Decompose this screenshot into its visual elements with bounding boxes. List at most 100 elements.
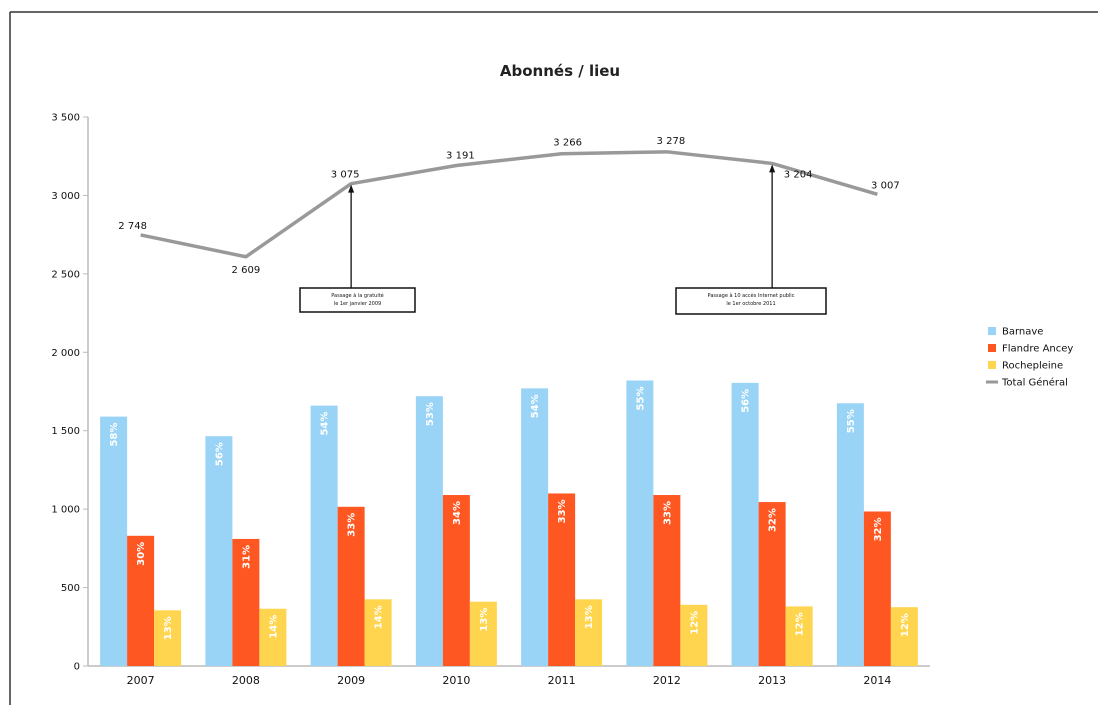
bar-data-label: 13% — [163, 616, 174, 640]
legend-item: Flandre Ancey — [988, 344, 1073, 355]
bar-data-label: 12% — [795, 612, 806, 636]
line-data-label: 3 204 — [784, 169, 813, 180]
bar-rochepleine — [154, 610, 182, 666]
line-data-label: 3 191 — [446, 150, 475, 161]
bar-flandre-ancey — [337, 506, 365, 666]
y-tick-label: 2 000 — [51, 348, 80, 359]
total-line — [140, 150, 878, 259]
bar-data-label: 13% — [479, 608, 490, 632]
annotation-text: Passage à la gratuité — [331, 292, 384, 299]
bar-data-label: 54% — [530, 394, 541, 418]
legend-label: Flandre Ancey — [1002, 344, 1073, 355]
bar-barnave — [731, 382, 759, 666]
chart-title: Abonnés / lieu — [500, 62, 620, 80]
bar-barnave — [836, 403, 864, 666]
bar-data-label: 55% — [635, 387, 646, 411]
x-tick-label: 2009 — [337, 674, 365, 687]
legend-swatch — [988, 344, 996, 352]
bar-rochepleine — [890, 607, 918, 666]
bar-rochepleine — [785, 606, 813, 666]
bar-data-label: 12% — [689, 611, 700, 635]
x-tick-label: 2013 — [758, 674, 786, 687]
x-tick-label: 2010 — [442, 674, 470, 687]
bar-rochepleine — [259, 608, 287, 666]
bar-data-label: 30% — [136, 542, 147, 566]
bar-flandre-ancey — [127, 535, 155, 666]
bar-data-label: 32% — [768, 508, 779, 532]
x-tick-label: 2012 — [653, 674, 681, 687]
bar-flandre-ancey — [442, 495, 470, 666]
legend-label: Barnave — [1002, 327, 1043, 338]
bar-rochepleine — [469, 601, 497, 666]
bar-data-label: 54% — [320, 412, 331, 436]
legend-swatch — [988, 327, 996, 335]
bar-barnave — [100, 416, 128, 666]
legend-swatch — [988, 361, 996, 369]
annotation-arrowhead — [769, 164, 776, 173]
y-tick-label: 3 500 — [51, 113, 80, 124]
annotation-box — [675, 287, 827, 315]
bar-data-label: 33% — [347, 513, 358, 537]
bar-data-label: 56% — [741, 389, 752, 413]
annotation-text: Passage à 10 accès Internet public — [708, 292, 795, 299]
bar-barnave — [521, 388, 549, 666]
bar-barnave — [415, 396, 443, 666]
annotation-box — [299, 287, 416, 313]
y-axis: 0 500 1 000 1 500 2 000 2 500 3 000 3 500 — [51, 113, 89, 673]
x-tick-label: 2014 — [863, 674, 891, 687]
bar-data-label: 56% — [214, 442, 225, 466]
line-data-label: 2 609 — [232, 265, 261, 276]
x-tick-label: 2011 — [548, 674, 576, 687]
legend-item: Total Général — [986, 377, 1068, 389]
y-tick-label: 500 — [61, 583, 80, 594]
bar-barnave — [205, 436, 233, 666]
bar-data-label: 55% — [846, 409, 857, 433]
legend-item: Barnave — [988, 327, 1043, 338]
bar-data-label: 33% — [662, 501, 673, 525]
bar-barnave — [310, 405, 338, 666]
y-tick-label: 1 500 — [51, 426, 80, 437]
bar-flandre-ancey — [863, 511, 891, 666]
bar-data-label: 12% — [900, 613, 911, 637]
annotation-arrowhead — [348, 184, 355, 193]
y-tick-label: 2 500 — [51, 269, 80, 280]
bar-data-label: 33% — [557, 499, 568, 523]
x-tick-label: 2007 — [127, 674, 155, 687]
bar-data-label: 32% — [873, 517, 884, 541]
legend: Barnave Flandre Ancey Rochepleine Total Gén… — [986, 327, 1073, 389]
line-data-label: 3 266 — [553, 138, 582, 149]
bar-flandre-ancey — [758, 502, 786, 666]
bar-flandre-ancey — [548, 493, 576, 666]
bar-data-label: 34% — [452, 501, 463, 525]
line-data-label: 3 075 — [331, 170, 360, 181]
x-tick-label: 2008 — [232, 674, 260, 687]
bar-data-label: 58% — [109, 423, 120, 447]
bar-rochepleine — [680, 604, 708, 666]
annotations: Passage à la gratuité le 1er janvier 2009… — [299, 164, 827, 315]
annotation-callout: Passage à 10 accès Internet public le 1er… — [675, 164, 827, 315]
line-data-label: 2 748 — [118, 221, 147, 232]
bar-data-label: 53% — [425, 402, 436, 426]
legend-item: Rochepleine — [988, 361, 1063, 372]
bar-rochepleine — [575, 599, 603, 666]
annotation-callout: Passage à la gratuité le 1er janvier 2009 — [299, 184, 416, 313]
bar-rochepleine — [364, 599, 392, 666]
bar-data-label: 14% — [374, 605, 385, 629]
legend-label: Rochepleine — [1002, 361, 1063, 372]
annotation-text: le 1er octobre 2011 — [726, 301, 775, 307]
bar-barnave — [626, 380, 654, 666]
annotation-text: le 1er janvier 2009 — [334, 301, 381, 307]
bar-data-label: 13% — [584, 605, 595, 629]
legend-label: Total Général — [1001, 377, 1068, 389]
line-data-label: 3 278 — [657, 136, 686, 147]
y-tick-label: 1 000 — [51, 505, 80, 516]
y-tick-label: 3 000 — [51, 191, 80, 202]
bar-flandre-ancey — [232, 538, 260, 666]
line-data-label: 3 007 — [871, 180, 900, 191]
bar-marks: 58% 56% 54% 53% 54% 55% 56% 55% 30% 31% 33% 34% 33% 3… — [100, 380, 918, 666]
bar-flandre-ancey — [653, 495, 681, 666]
y-tick-label: 0 — [74, 662, 80, 673]
x-axis: 2007 2008 2009 2010 2011 2012 2013 2014 — [88, 665, 930, 687]
line-series: 2 748 2 609 3 075 3 191 3 266 3 278 3 204 3 007 — [118, 136, 899, 276]
